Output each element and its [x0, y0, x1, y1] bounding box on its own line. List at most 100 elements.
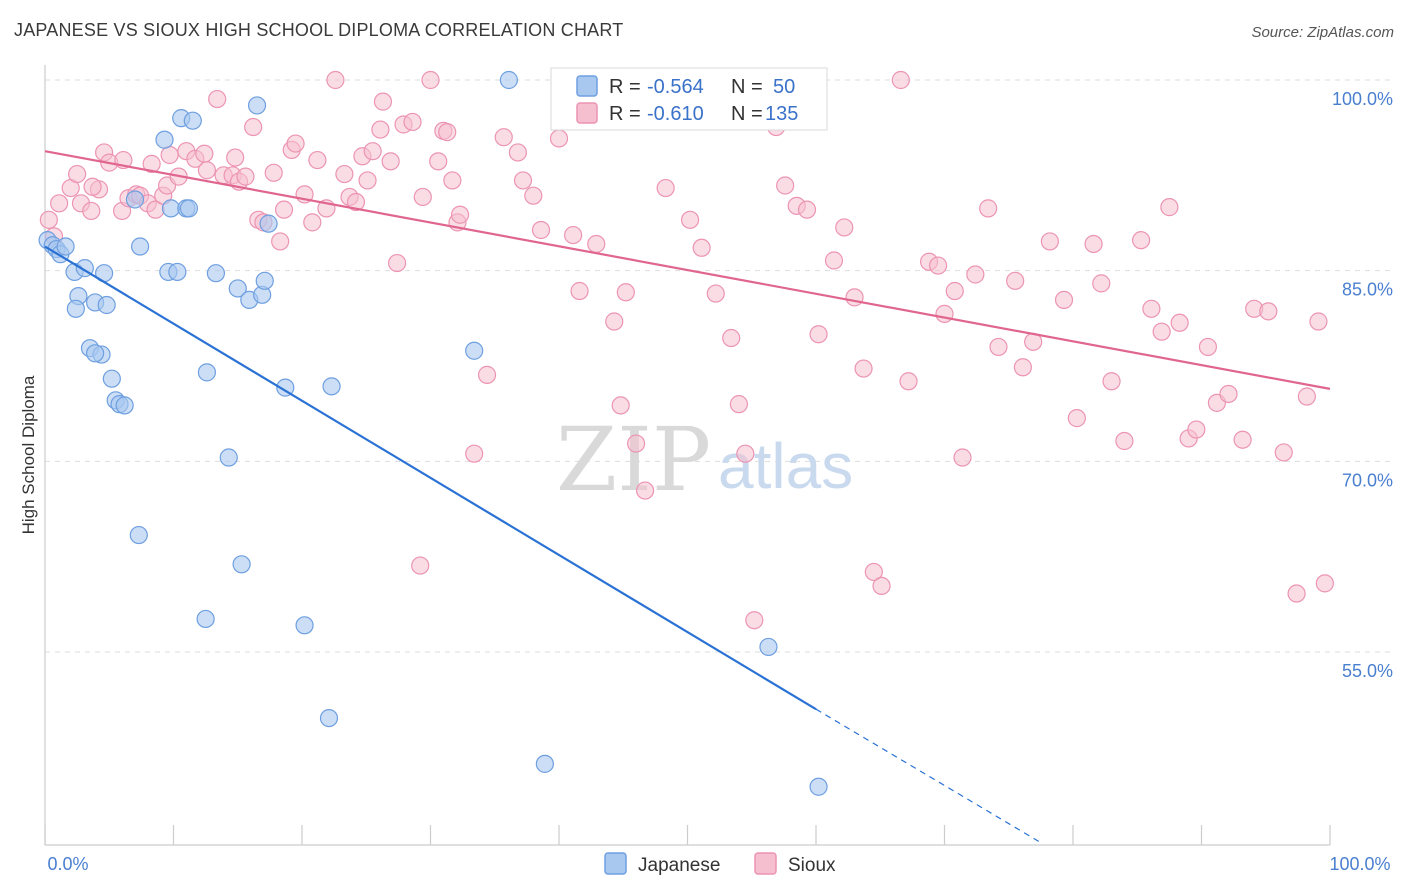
sioux-point [605, 312, 624, 331]
sioux-point [928, 256, 948, 275]
legend-n-label-japanese: N = [731, 76, 763, 98]
japanese-trend-line [44, 245, 817, 711]
japanese-point [66, 299, 85, 318]
sioux-point [508, 143, 527, 162]
sioux-point [635, 481, 655, 500]
sioux-point [308, 150, 327, 170]
sioux-point [82, 201, 101, 221]
sioux-point [1102, 372, 1121, 391]
sioux-point [403, 112, 422, 132]
sioux-point [1013, 358, 1032, 377]
japanese-point [219, 448, 238, 467]
sioux-point [465, 444, 484, 463]
legend-r-label-sioux: R = [609, 103, 641, 125]
bottom-legend-sioux: Sioux [788, 855, 836, 876]
sioux-point [549, 129, 569, 148]
sioux-point [197, 161, 217, 180]
y-tick-labels: 100.0% 85.0% 70.0% 55.0% [1332, 89, 1393, 681]
japanese-trend-extension [815, 708, 1042, 844]
sioux-point [411, 556, 430, 575]
sioux-point [195, 144, 214, 163]
sioux-point [570, 281, 589, 301]
sioux-point [524, 186, 543, 205]
bottom-legend-japanese: Japanese [638, 855, 720, 876]
sioux-point [443, 171, 462, 190]
legend-japanese-r: -0.564 [647, 76, 704, 98]
sioux-point [587, 234, 606, 254]
sioux-point [363, 142, 382, 161]
sioux-point [1274, 443, 1293, 462]
sioux-point [1132, 231, 1151, 250]
legend-japanese-n: 50 [773, 76, 795, 98]
sioux-point [1259, 302, 1278, 321]
sioux-trend-line [44, 150, 1331, 390]
sioux-point [845, 288, 864, 307]
japanese-point [499, 70, 518, 90]
sioux-point [477, 365, 497, 384]
sioux-point [39, 210, 58, 229]
y-tick-label-2: 70.0% [1342, 470, 1393, 490]
source-label: Source: ZipAtlas.com [1251, 24, 1394, 41]
sioux-point [979, 199, 998, 218]
sioux-point [935, 304, 954, 323]
sioux-point [142, 154, 161, 173]
chart-title: JAPANESE VS SIOUX HIGH SCHOOL DIPLOMA CO… [14, 20, 624, 40]
sioux-point [891, 70, 910, 90]
sioux-point [564, 225, 583, 245]
sioux-point [494, 128, 513, 147]
japanese-point [179, 199, 199, 218]
japanese-points [38, 70, 828, 796]
sioux-point [626, 434, 646, 453]
sioux-point [1092, 274, 1111, 293]
sioux-point [1315, 574, 1334, 593]
legend-sioux-r: -0.610 [647, 103, 704, 125]
japanese-point [155, 130, 174, 149]
sioux-point [1084, 234, 1103, 254]
japanese-point [168, 262, 187, 282]
sioux-point [335, 164, 354, 184]
sioux-point [1297, 387, 1316, 406]
sioux-point [616, 283, 635, 302]
sioux-point [745, 611, 764, 630]
bottom-legend-japanese-swatch [604, 852, 627, 875]
japanese-point [197, 363, 217, 382]
japanese-point [86, 344, 105, 363]
sioux-point [236, 167, 255, 186]
sioux-point [83, 177, 102, 196]
sioux-point [953, 448, 972, 467]
watermark-atlas: atlas [718, 430, 853, 502]
japanese-point [232, 555, 251, 574]
watermark-zip: ZIP [556, 408, 711, 511]
sioux-point [776, 176, 795, 195]
japanese-point [97, 295, 116, 315]
japanese-point [759, 637, 778, 657]
sioux-point [413, 187, 432, 207]
sioux-point [824, 251, 844, 270]
legend-sioux-swatch [576, 102, 598, 124]
sioux-point [264, 163, 283, 182]
trend-lines [44, 150, 1331, 844]
sioux-point [854, 359, 873, 378]
sioux-point [692, 238, 711, 257]
japanese-point [276, 378, 295, 397]
sioux-point [1287, 584, 1306, 603]
sioux-point [286, 134, 305, 153]
sioux-point [1170, 313, 1189, 332]
sioux-point [274, 200, 294, 219]
sioux-point [680, 210, 700, 229]
japanese-point [465, 341, 484, 360]
y-axis-label: High School Diploma [19, 375, 38, 534]
legend-r-label-japanese: R = [609, 76, 641, 98]
sioux-point [706, 284, 725, 303]
sioux-point [1054, 290, 1074, 310]
legend-sioux-n: 135 [765, 103, 798, 125]
sioux-point [1219, 384, 1238, 404]
sioux-point [429, 152, 448, 171]
japanese-point [130, 237, 150, 256]
bottom-legend-sioux-swatch [754, 852, 777, 875]
sioux-point [989, 337, 1008, 357]
sioux-point [244, 117, 263, 137]
x-tick-label-1: 100.0% [1329, 854, 1390, 874]
japanese-point [56, 237, 75, 256]
